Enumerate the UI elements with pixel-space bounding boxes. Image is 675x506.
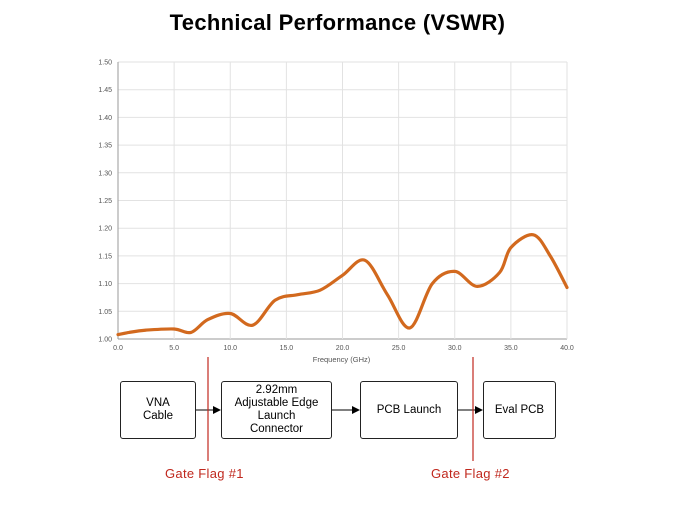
y-tick-label: 1.20 [98,226,112,233]
x-tick-label: 15.0 [280,345,294,352]
connector-label: 2.92mm Adjustable Edge Launch Connector [234,384,319,435]
connector-box: 2.92mm Adjustable Edge Launch Connector [221,381,332,439]
y-tick-label: 1.25 [98,198,112,205]
x-tick-label: 0.0 [113,345,123,352]
vswr-series-line [116,233,569,337]
y-tick-label: 1.00 [98,337,112,344]
x-tick-label: 25.0 [392,345,406,352]
y-tick-label: 1.35 [98,143,112,150]
y-tick-label: 1.05 [98,309,112,316]
eval-pcb-box: Eval PCB [483,381,556,439]
gate-flag-2-label: Gate Flag #2 [431,466,510,481]
y-tick-label: 1.50 [98,60,112,67]
x-tick-label: 30.0 [448,345,462,352]
chart-title: Technical Performance (VSWR) [169,10,506,35]
x-tick-label: 35.0 [504,345,518,352]
pcb-launch-box: PCB Launch [360,381,458,439]
x-tick-label: 10.0 [223,345,237,352]
pcb-launch-label: PCB Launch [376,403,442,416]
vna-cable-label: VNA Cable [142,397,174,422]
y-tick-label: 1.45 [98,87,112,94]
vna-cable-box: VNA Cable [120,381,196,439]
eval-pcb-label: Eval PCB [494,403,545,416]
x-tick-label: 40.0 [560,345,574,352]
y-tick-label: 1.15 [98,253,112,260]
gate-flag-1-label: Gate Flag #1 [165,466,244,481]
x-axis-label: Frequency (GHz) [313,355,371,364]
y-tick-label: 1.40 [98,115,112,122]
y-tick-label: 1.30 [98,170,112,177]
x-tick-label: 20.0 [336,345,350,352]
y-tick-label: 1.10 [98,281,112,288]
x-tick-label: 5.0 [169,345,179,352]
